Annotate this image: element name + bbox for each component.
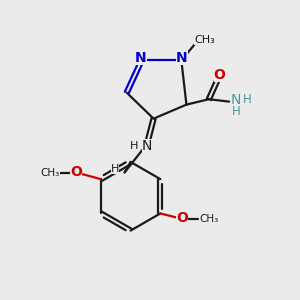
Text: CH₃: CH₃: [199, 214, 218, 224]
Text: N: N: [176, 51, 188, 65]
Text: O: O: [176, 211, 188, 225]
Text: H: H: [232, 105, 240, 118]
Text: CH₃: CH₃: [194, 34, 215, 44]
Text: H: H: [129, 141, 138, 152]
Text: N: N: [142, 140, 152, 153]
Text: O: O: [214, 68, 226, 82]
Text: H: H: [111, 164, 119, 174]
Text: N: N: [135, 51, 147, 65]
Text: N: N: [231, 93, 241, 107]
Text: H: H: [243, 93, 252, 106]
Text: O: O: [70, 165, 82, 179]
Text: CH₃: CH₃: [40, 167, 60, 178]
